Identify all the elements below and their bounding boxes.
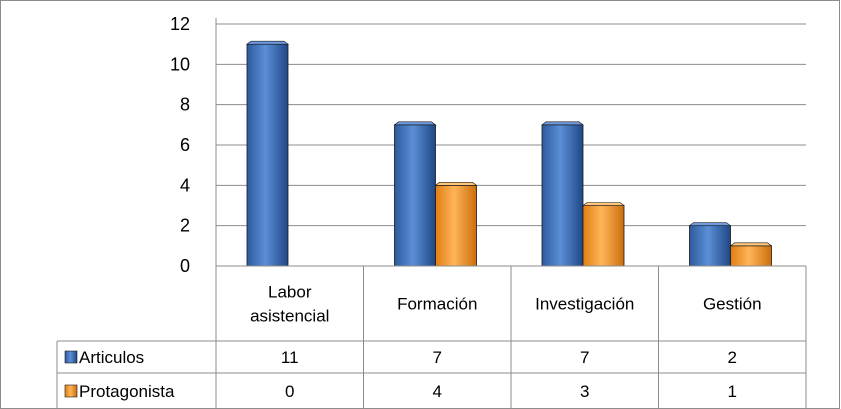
category-label: Gestión [703,295,762,314]
y-tick-label: 4 [180,175,190,195]
y-axis-ticks: 0 2 4 6 8 10 12 [170,14,190,276]
table-cell-value: 4 [433,382,442,401]
category-label: Labor [268,283,312,302]
bar [729,242,773,267]
legend-key [64,384,78,398]
legend-label: Articulos [79,348,144,367]
bar [541,121,584,267]
bar [246,40,289,267]
category-label: Formación [397,295,477,314]
y-tick-label: 2 [180,216,190,236]
bars [246,40,773,267]
table-cell-value: 1 [728,382,737,401]
bar [582,202,625,267]
table-cell-value: 3 [580,382,589,401]
bar [393,121,437,267]
bar [434,182,478,267]
bar [688,222,732,267]
table-cell-value: 11 [281,348,299,367]
y-tick-label: 8 [180,95,190,115]
table-cell-value: 2 [728,348,737,367]
category-label: Investigación [535,295,634,314]
legend-label: Protagonista [79,382,175,401]
y-tick-label: 12 [170,14,190,34]
y-tick-label: 0 [180,256,190,276]
y-tick-label: 6 [180,135,190,155]
data-table: Labor asistencial Formación Investigación Ge… [56,265,807,409]
table-cell-value: 7 [580,348,589,367]
table-cell-value: 0 [285,382,294,401]
legend-key [64,350,78,364]
table-cell-value: 7 [433,348,442,367]
y-tick-label: 10 [170,54,190,74]
category-label: asistencial [250,307,329,326]
